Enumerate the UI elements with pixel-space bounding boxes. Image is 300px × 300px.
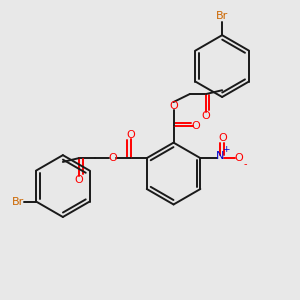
Text: O: O <box>202 111 210 121</box>
Text: O: O <box>192 122 201 131</box>
Text: +: + <box>222 146 230 154</box>
Text: O: O <box>169 101 178 111</box>
Text: -: - <box>243 160 247 170</box>
Text: O: O <box>126 130 135 140</box>
Text: Br: Br <box>12 196 25 206</box>
Text: O: O <box>75 175 83 185</box>
Text: O: O <box>218 134 227 143</box>
Text: O: O <box>109 153 117 163</box>
Text: O: O <box>234 153 243 163</box>
Text: N: N <box>216 151 224 161</box>
Text: Br: Br <box>216 11 228 21</box>
